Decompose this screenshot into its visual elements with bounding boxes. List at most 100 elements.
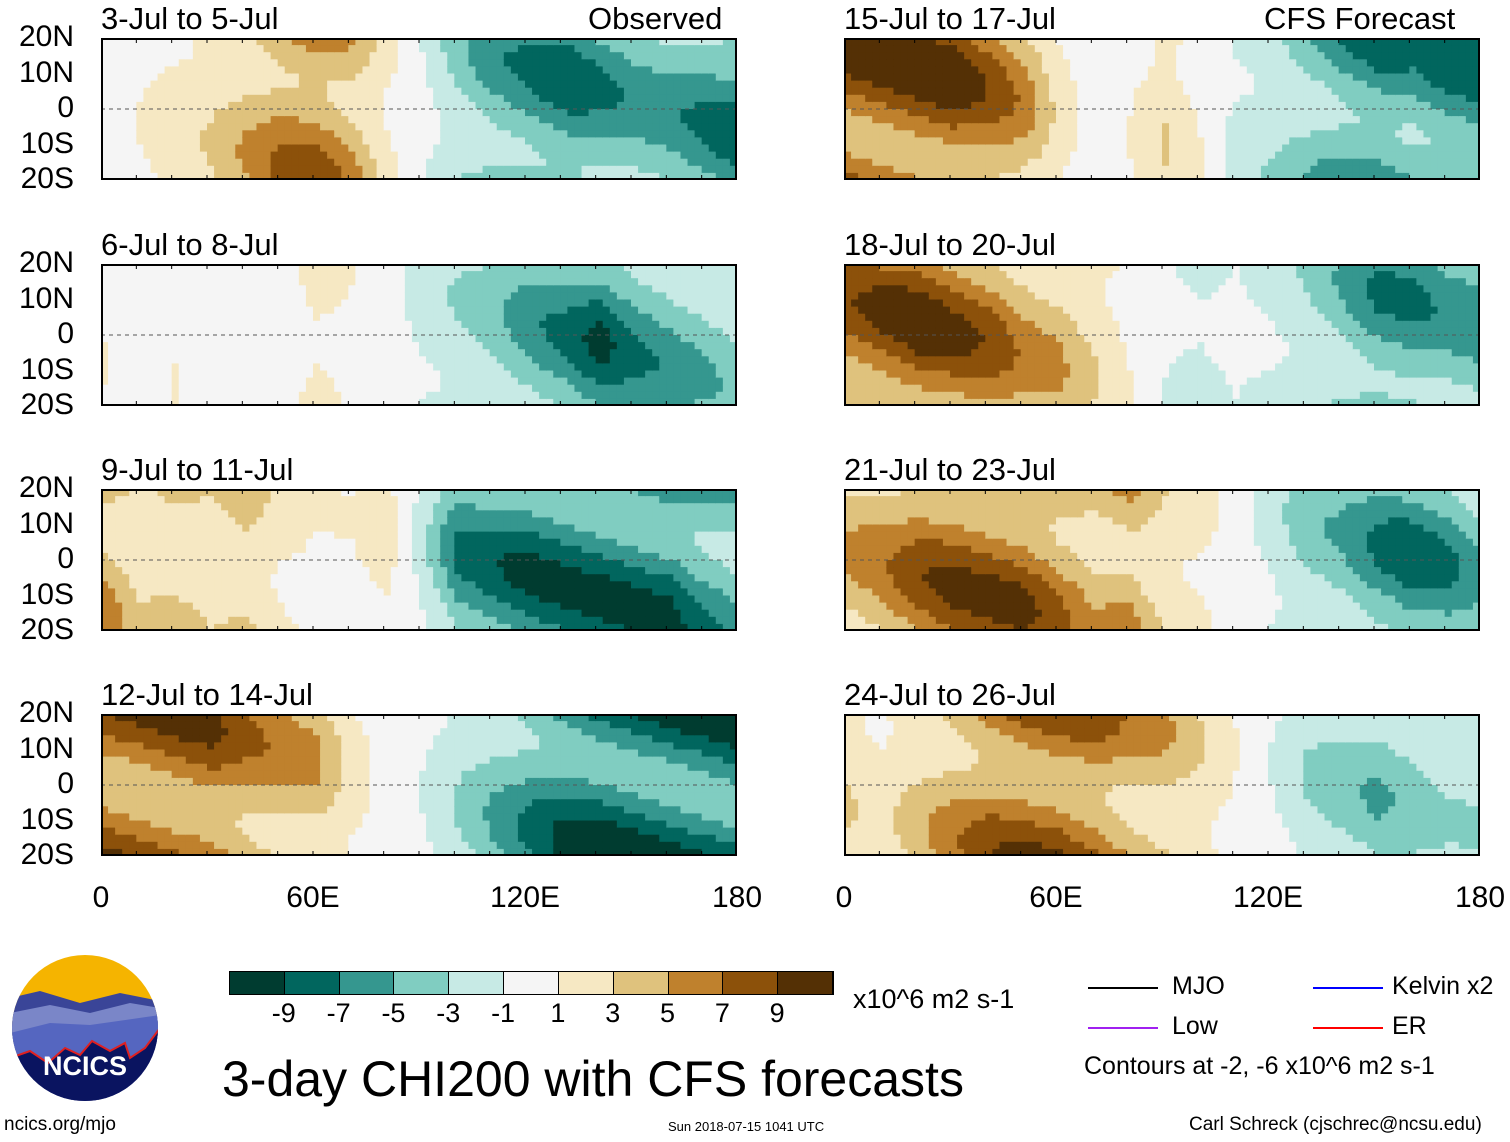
anomaly-cell bbox=[362, 320, 371, 329]
anomaly-cell bbox=[214, 496, 222, 504]
anomaly-cell bbox=[673, 101, 682, 110]
anomaly-cell bbox=[185, 73, 194, 82]
anomaly-cell bbox=[320, 130, 328, 138]
anomaly-cell bbox=[574, 264, 583, 272]
anomaly-cell bbox=[136, 144, 144, 153]
anomaly-cell bbox=[645, 306, 653, 315]
anomaly-cell bbox=[376, 144, 385, 153]
anomaly-cell bbox=[129, 552, 137, 561]
anomaly-cell bbox=[341, 116, 349, 124]
anomaly-cell bbox=[235, 574, 243, 582]
anomaly-cell bbox=[574, 66, 583, 75]
anomaly-cell bbox=[199, 517, 208, 526]
anomaly-cell bbox=[192, 144, 201, 153]
anomaly-cell bbox=[510, 538, 519, 547]
anomaly-cell bbox=[313, 73, 321, 82]
anomaly-cell bbox=[729, 45, 737, 53]
anomaly-cell bbox=[263, 292, 272, 301]
anomaly-cell bbox=[122, 94, 130, 103]
anomaly-cell bbox=[701, 320, 710, 329]
anomaly-cell bbox=[560, 38, 568, 46]
source-url[interactable]: ncics.org/mjo bbox=[4, 1114, 116, 1135]
anomaly-cell bbox=[249, 158, 258, 167]
anomaly-cell bbox=[341, 285, 349, 293]
anomaly-cell bbox=[525, 45, 533, 53]
anomaly-cell bbox=[150, 531, 159, 540]
anomaly-cell bbox=[320, 123, 328, 131]
anomaly-cell bbox=[581, 349, 590, 357]
anomaly-cell bbox=[532, 292, 540, 301]
anomaly-cell bbox=[503, 609, 512, 618]
anomaly-cell bbox=[645, 123, 653, 131]
anomaly-cell bbox=[553, 130, 561, 138]
anomaly-cell bbox=[411, 398, 420, 406]
anomaly-cell bbox=[539, 370, 547, 379]
anomaly-cell bbox=[715, 73, 724, 82]
anomaly-cell bbox=[214, 144, 222, 153]
anomaly-cell bbox=[256, 616, 265, 625]
anomaly-cell bbox=[539, 137, 547, 146]
anomaly-cell bbox=[199, 489, 208, 497]
anomaly-cell bbox=[701, 306, 710, 315]
anomaly-cell bbox=[355, 123, 364, 131]
anomaly-cell bbox=[199, 306, 208, 315]
anomaly-cell bbox=[122, 45, 130, 53]
anomaly-cell bbox=[270, 264, 279, 272]
anomaly-cell bbox=[199, 45, 208, 53]
anomaly-cell bbox=[136, 299, 144, 308]
anomaly-cell bbox=[426, 292, 434, 301]
anomaly-cell bbox=[701, 327, 710, 336]
anomaly-cell bbox=[708, 370, 717, 379]
anomaly-cell bbox=[532, 623, 540, 631]
anomaly-cell bbox=[475, 335, 484, 343]
anomaly-cell bbox=[496, 116, 505, 124]
anomaly-cell bbox=[277, 87, 286, 96]
anomaly-cell bbox=[729, 123, 737, 131]
anomaly-cell bbox=[249, 517, 258, 526]
anomaly-cell bbox=[129, 123, 137, 131]
anomaly-cell bbox=[461, 391, 470, 400]
anomaly-cell bbox=[298, 524, 307, 533]
anomaly-cell bbox=[546, 567, 554, 575]
anomaly-cell bbox=[263, 510, 272, 518]
anomaly-cell bbox=[341, 510, 349, 518]
anomaly-cell bbox=[419, 80, 427, 89]
anomaly-cell bbox=[369, 595, 378, 604]
anomaly-cell bbox=[192, 45, 201, 53]
anomaly-cell bbox=[574, 144, 583, 153]
anomaly-cell bbox=[334, 116, 342, 124]
anomaly-cell bbox=[157, 130, 166, 138]
anomaly-cell bbox=[228, 335, 236, 343]
anomaly-cell bbox=[539, 165, 547, 174]
anomaly-cell bbox=[369, 370, 378, 379]
anomaly-cell bbox=[539, 510, 547, 518]
anomaly-cell bbox=[291, 545, 300, 554]
anomaly-cell bbox=[235, 66, 243, 75]
anomaly-cell bbox=[101, 109, 109, 117]
anomaly-cell bbox=[595, 349, 604, 357]
anomaly-cell bbox=[715, 271, 724, 279]
anomaly-cell bbox=[256, 45, 265, 53]
anomaly-cell bbox=[680, 278, 689, 286]
anomaly-cell bbox=[652, 370, 660, 379]
anomaly-cell bbox=[221, 87, 229, 96]
anomaly-cell bbox=[129, 116, 137, 124]
anomaly-cell bbox=[503, 538, 512, 547]
anomaly-cell bbox=[701, 285, 710, 293]
anomaly-cell bbox=[708, 327, 717, 336]
anomaly-cell bbox=[122, 489, 130, 497]
anomaly-cell bbox=[298, 342, 307, 350]
anomaly-cell bbox=[461, 101, 470, 110]
anomaly-cell bbox=[192, 398, 201, 406]
anomaly-cell bbox=[122, 299, 130, 308]
anomaly-cell bbox=[419, 137, 427, 146]
anomaly-cell bbox=[397, 398, 406, 406]
anomaly-cell bbox=[581, 335, 590, 343]
anomaly-cell bbox=[284, 349, 293, 357]
anomaly-cell bbox=[631, 342, 639, 350]
anomaly-cell bbox=[108, 588, 116, 597]
anomaly-cell bbox=[270, 503, 279, 511]
anomaly-cell bbox=[419, 370, 427, 379]
anomaly-cell bbox=[687, 123, 696, 131]
anomaly-cell bbox=[115, 278, 123, 286]
